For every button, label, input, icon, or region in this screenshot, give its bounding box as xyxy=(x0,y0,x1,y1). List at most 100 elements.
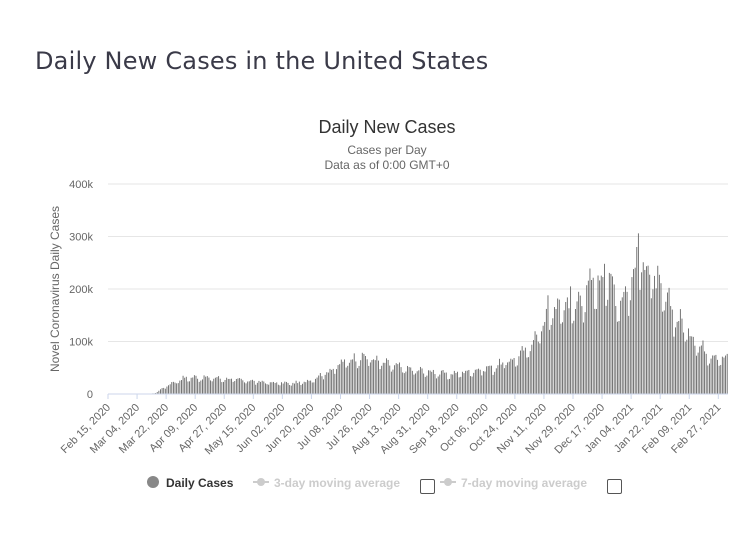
bar-daily-cases[interactable] xyxy=(276,382,278,394)
bar-daily-cases[interactable] xyxy=(660,283,662,394)
bar-daily-cases[interactable] xyxy=(400,367,402,394)
bar-daily-cases[interactable] xyxy=(487,366,489,394)
bar-daily-cases[interactable] xyxy=(174,382,176,394)
bar-daily-cases[interactable] xyxy=(407,365,408,394)
bar-daily-cases[interactable] xyxy=(505,365,507,394)
bar-daily-cases[interactable] xyxy=(350,359,352,394)
bar-daily-cases[interactable] xyxy=(478,368,479,394)
bar-daily-cases[interactable] xyxy=(169,384,171,394)
bar-daily-cases[interactable] xyxy=(458,377,460,394)
bar-daily-cases[interactable] xyxy=(187,381,189,395)
bar-daily-cases[interactable] xyxy=(214,377,216,394)
bar-daily-cases[interactable] xyxy=(444,372,446,394)
bar-daily-cases[interactable] xyxy=(402,372,404,394)
bar-daily-cases[interactable] xyxy=(161,388,163,394)
bar-daily-cases[interactable] xyxy=(429,370,431,394)
bar-daily-cases[interactable] xyxy=(387,359,389,394)
bar-daily-cases[interactable] xyxy=(423,373,425,394)
bar-daily-cases[interactable] xyxy=(315,378,316,394)
bar-daily-cases[interactable] xyxy=(713,355,715,394)
bar-daily-cases[interactable] xyxy=(439,374,441,394)
legend-checkbox-3-day[interactable] xyxy=(420,479,435,494)
bar-daily-cases[interactable] xyxy=(253,380,255,394)
bar-daily-cases[interactable] xyxy=(502,362,504,394)
bar-daily-cases[interactable] xyxy=(284,381,286,394)
bar-daily-cases[interactable] xyxy=(411,370,413,394)
bar-daily-cases[interactable] xyxy=(655,288,657,394)
bar-daily-cases[interactable] xyxy=(528,357,530,394)
bar-daily-cases[interactable] xyxy=(670,306,672,394)
bar-daily-cases[interactable] xyxy=(465,370,467,394)
bar-daily-cases[interactable] xyxy=(696,355,697,394)
bar-daily-cases[interactable] xyxy=(605,305,607,394)
bar-daily-cases[interactable] xyxy=(646,266,647,394)
bar-daily-cases[interactable] xyxy=(339,364,341,394)
bar-daily-cases[interactable] xyxy=(369,362,371,394)
bar-daily-cases[interactable] xyxy=(224,379,226,394)
bar-daily-cases[interactable] xyxy=(310,380,312,394)
bar-daily-cases[interactable] xyxy=(552,318,554,394)
bar-daily-cases[interactable] xyxy=(263,381,265,394)
bar-daily-cases[interactable] xyxy=(455,372,457,394)
bar-daily-cases[interactable] xyxy=(641,272,643,394)
bar-daily-cases[interactable] xyxy=(642,262,644,394)
bar-daily-cases[interactable] xyxy=(447,379,449,394)
bar-daily-cases[interactable] xyxy=(468,369,470,394)
bar-daily-cases[interactable] xyxy=(428,370,429,394)
bar-daily-cases[interactable] xyxy=(445,372,447,394)
bar-daily-cases[interactable] xyxy=(426,375,428,394)
bar-daily-cases[interactable] xyxy=(206,376,208,394)
bar-daily-cases[interactable] xyxy=(337,365,339,394)
bar-daily-cases[interactable] xyxy=(671,309,673,394)
bar-daily-cases[interactable] xyxy=(700,345,702,394)
bar-daily-cases[interactable] xyxy=(513,358,515,394)
bar-daily-cases[interactable] xyxy=(555,309,557,394)
bar-daily-cases[interactable] xyxy=(386,358,387,394)
bar-daily-cases[interactable] xyxy=(536,334,538,394)
bar-daily-cases[interactable] xyxy=(269,382,271,394)
bar-daily-cases[interactable] xyxy=(637,233,639,394)
bar-daily-cases[interactable] xyxy=(234,381,236,394)
bar-daily-cases[interactable] xyxy=(628,315,630,394)
bar-daily-cases[interactable] xyxy=(544,321,546,394)
bar-daily-cases[interactable] xyxy=(378,360,379,394)
bar-daily-cases[interactable] xyxy=(231,378,232,394)
bar-daily-cases[interactable] xyxy=(193,375,195,394)
bar-daily-cases[interactable] xyxy=(195,375,197,394)
bar-daily-cases[interactable] xyxy=(392,369,394,394)
bar-daily-cases[interactable] xyxy=(541,331,542,394)
bar-daily-cases[interactable] xyxy=(405,371,407,394)
bar-daily-cases[interactable] xyxy=(345,367,347,394)
bar-daily-cases[interactable] xyxy=(608,272,610,394)
bar-daily-cases[interactable] xyxy=(237,378,239,394)
bar-daily-cases[interactable] xyxy=(683,332,685,394)
bar-daily-cases[interactable] xyxy=(482,371,484,394)
bar-daily-cases[interactable] xyxy=(652,289,654,394)
bar-daily-cases[interactable] xyxy=(344,359,345,394)
bar-daily-cases[interactable] xyxy=(607,299,609,394)
bar-daily-cases[interactable] xyxy=(553,307,555,394)
bar-daily-cases[interactable] xyxy=(515,366,517,394)
bar-daily-cases[interactable] xyxy=(327,372,329,394)
bar-daily-cases[interactable] xyxy=(673,336,675,394)
bar-daily-cases[interactable] xyxy=(282,383,284,394)
bar-daily-cases[interactable] xyxy=(597,275,599,394)
bar-daily-cases[interactable] xyxy=(704,351,706,394)
bar-daily-cases[interactable] xyxy=(182,375,184,394)
bar-daily-cases[interactable] xyxy=(537,341,539,394)
bar-daily-cases[interactable] xyxy=(592,277,594,394)
bar-daily-cases[interactable] xyxy=(612,276,613,394)
bar-daily-cases[interactable] xyxy=(172,381,174,394)
bar-daily-cases[interactable] xyxy=(595,308,597,394)
bar-daily-cases[interactable] xyxy=(308,380,310,394)
bar-daily-cases[interactable] xyxy=(600,275,602,394)
bar-daily-cases[interactable] xyxy=(158,390,160,394)
bar-daily-cases[interactable] xyxy=(712,355,714,394)
bar-daily-cases[interactable] xyxy=(726,353,728,394)
bar-daily-cases[interactable] xyxy=(717,359,718,394)
bar-daily-cases[interactable] xyxy=(650,298,652,394)
bar-daily-cases[interactable] xyxy=(524,347,526,394)
bar-daily-cases[interactable] xyxy=(631,277,633,394)
bar-daily-cases[interactable] xyxy=(550,324,552,394)
bar-daily-cases[interactable] xyxy=(581,306,583,394)
